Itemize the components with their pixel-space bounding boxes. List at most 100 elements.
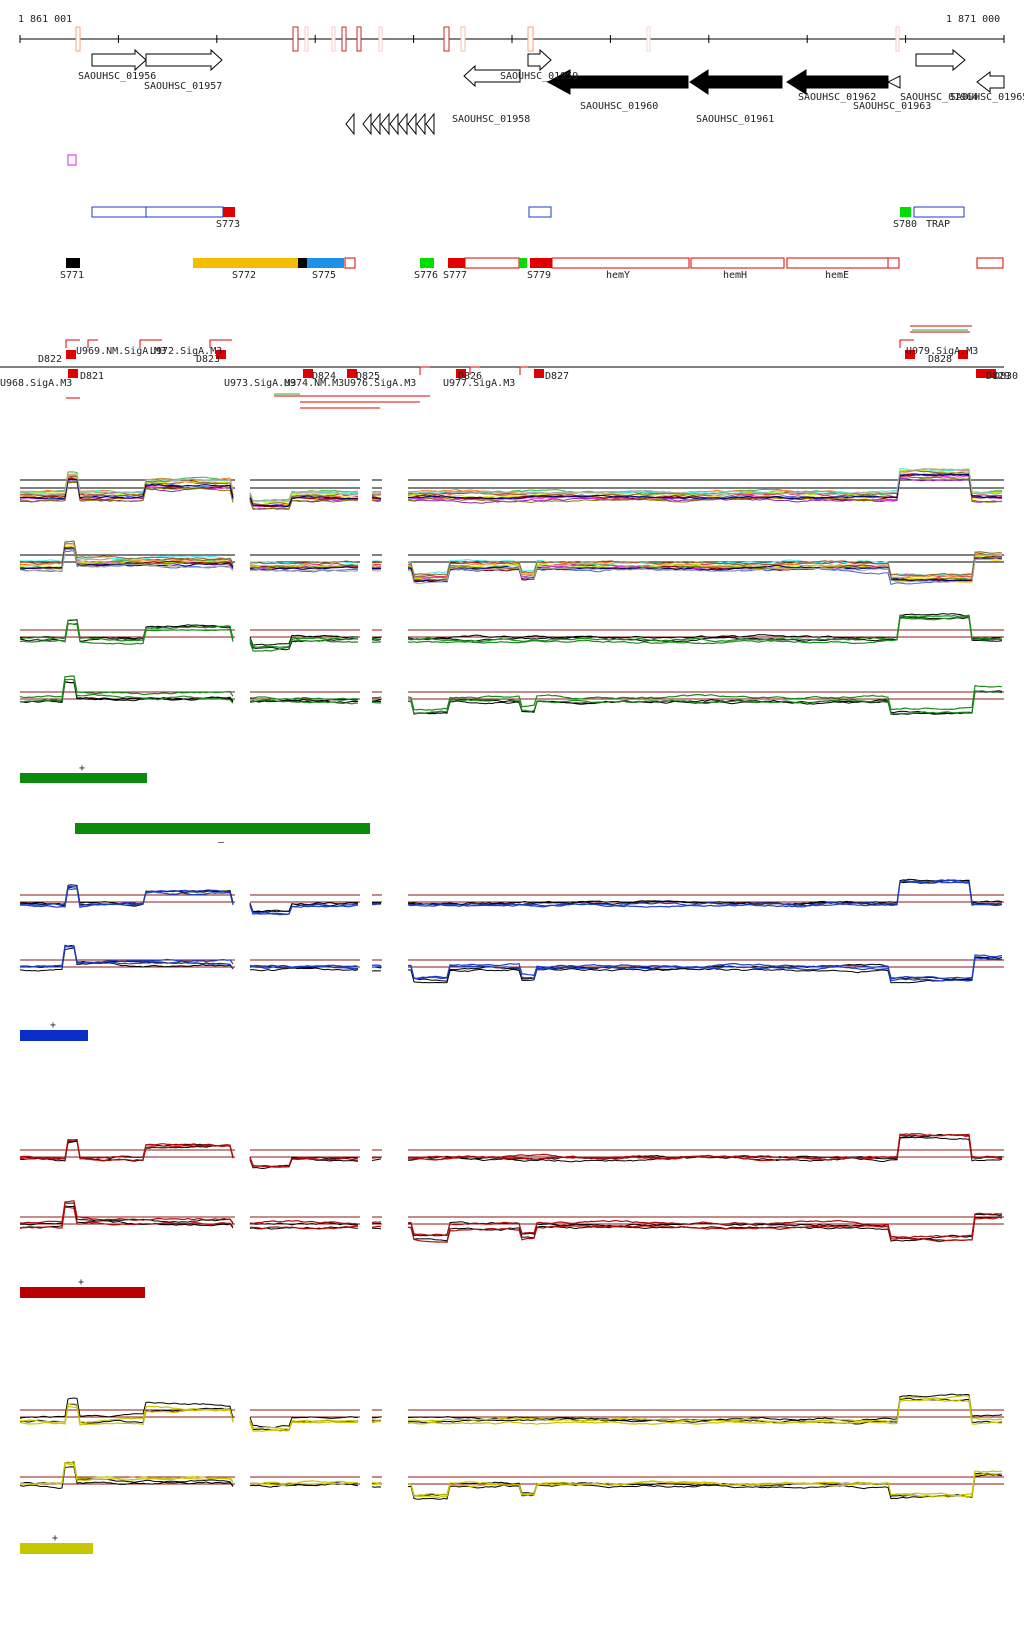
colored-trace	[19, 675, 234, 699]
ruler-mark	[895, 26, 900, 52]
black-trace	[249, 1222, 359, 1226]
black-trace	[371, 639, 382, 641]
segment-s779[interactable]	[530, 258, 552, 268]
black-trace	[19, 947, 234, 972]
gene-arrow-01956[interactable]	[91, 48, 147, 72]
multi-minus-trace	[371, 566, 382, 569]
colored-trace	[249, 638, 359, 652]
colored-trace	[249, 696, 359, 701]
colored-trace	[249, 903, 359, 916]
gene-arrow-01962[interactable]	[786, 69, 889, 95]
ruler-start-label: 1 861 001	[18, 14, 72, 25]
segment-box[interactable]	[976, 257, 1004, 269]
colored-trace	[371, 1225, 382, 1228]
segment-label-s772: S772	[232, 270, 256, 281]
feature-label-u974: U974.NM.M3	[284, 378, 344, 389]
feature-label-d828: D828	[928, 354, 952, 365]
red-plus-bar[interactable]	[20, 1287, 145, 1298]
gene-arrow-01964[interactable]	[915, 48, 966, 72]
segment-label-s776: S776	[414, 270, 438, 281]
black-trace	[249, 1419, 359, 1432]
feature-marker	[986, 369, 996, 378]
gene-arrow-01959[interactable]	[527, 48, 552, 72]
terminator-arrow	[371, 112, 381, 136]
colored-trace	[408, 1216, 1003, 1243]
feature-marker	[66, 350, 76, 359]
segment-label-hemy: hemY	[606, 270, 630, 281]
magenta-marker	[67, 154, 77, 166]
segment-s774[interactable]	[298, 258, 307, 268]
multi-minus-trace	[249, 566, 359, 570]
colored-trace	[407, 1133, 1003, 1162]
segment-s772[interactable]	[193, 258, 298, 268]
feature-bracket	[519, 366, 528, 375]
feature-label-u973: U973.SigA.M3	[224, 378, 296, 389]
segment-label-s780: S780	[893, 219, 917, 230]
coordinate-ruler: 1 861 001 1 871 000	[18, 14, 1005, 52]
segment-box[interactable]	[91, 206, 147, 218]
green-minus-sign: –	[218, 837, 225, 848]
colored-trace	[371, 1221, 382, 1224]
segment-s771[interactable]	[66, 258, 80, 268]
colored-trace	[19, 1403, 234, 1424]
black-trace	[407, 1213, 1003, 1240]
segment-track-2: S771 S772 S775 S776 S777 S779 hemY hemH …	[60, 257, 1004, 281]
segment-label-hemh: hemH	[723, 270, 747, 281]
blue-plus-bar[interactable]	[20, 1030, 88, 1041]
gene-arrow-01963[interactable]	[886, 75, 901, 89]
segment-heme[interactable]	[786, 257, 889, 269]
yellow-plus-sign: +	[52, 1533, 58, 1544]
colored-trace	[371, 1156, 381, 1159]
segment-hemy[interactable]	[551, 257, 690, 269]
segment-label-s775: S775	[312, 270, 336, 281]
green-minus-bar[interactable]	[75, 823, 370, 834]
colored-trace	[371, 696, 382, 699]
segment-box[interactable]	[887, 257, 900, 269]
segment-box[interactable]	[344, 257, 356, 269]
segment-trap[interactable]	[913, 206, 965, 218]
feature-marks	[65, 325, 996, 409]
segment-hemh[interactable]	[690, 257, 785, 269]
colored-trace	[371, 1481, 382, 1484]
colored-trace	[407, 614, 1003, 643]
segment-box[interactable]	[528, 206, 552, 218]
feature-marker	[976, 369, 986, 378]
yellow-plus-bar[interactable]	[20, 1543, 93, 1554]
segment-s777[interactable]	[448, 258, 465, 268]
black-trace	[19, 1403, 234, 1424]
feature-marker	[534, 369, 544, 378]
gene-arrow-01957[interactable]	[145, 48, 223, 72]
feature-marker	[68, 369, 78, 378]
segment-s780[interactable]	[900, 207, 911, 217]
gene-arrow-01961[interactable]	[689, 69, 783, 95]
black-trace	[19, 1205, 234, 1229]
segment-label-s779: S779	[527, 270, 551, 281]
green-plus-bar[interactable]	[20, 773, 147, 783]
multi-plus-trace	[371, 499, 382, 503]
segment-s778[interactable]	[519, 258, 527, 268]
gene-arrow-01960[interactable]	[546, 69, 689, 95]
colored-trace	[19, 1138, 234, 1160]
segment-box[interactable]	[145, 206, 224, 218]
multi-minus-trace	[407, 556, 1003, 582]
segment-label-s777: S777	[443, 270, 467, 281]
terminator-arrow	[398, 112, 408, 136]
black-trace	[371, 1158, 382, 1161]
segment-s775[interactable]	[307, 258, 344, 268]
gene-label-01956: SAOUHSC_01956	[78, 71, 156, 82]
gene-arrow-01958[interactable]	[463, 64, 521, 88]
black-trace	[19, 1466, 234, 1490]
colored-trace	[371, 1418, 382, 1421]
multi-plus-trace	[249, 499, 359, 511]
feature-label-u977: U977.SigA.M3	[443, 378, 515, 389]
segment-s776[interactable]	[420, 258, 434, 268]
multi-plus-trace	[249, 490, 359, 502]
feature-marker	[347, 369, 357, 378]
black-trace	[407, 613, 1003, 641]
multi-minus-trace	[249, 568, 359, 573]
gene-arrow-01965[interactable]	[976, 70, 1005, 94]
colored-trace	[249, 1419, 359, 1431]
segment-box[interactable]	[464, 257, 520, 269]
segment-s773[interactable]	[223, 207, 235, 217]
colored-trace	[19, 1206, 234, 1229]
